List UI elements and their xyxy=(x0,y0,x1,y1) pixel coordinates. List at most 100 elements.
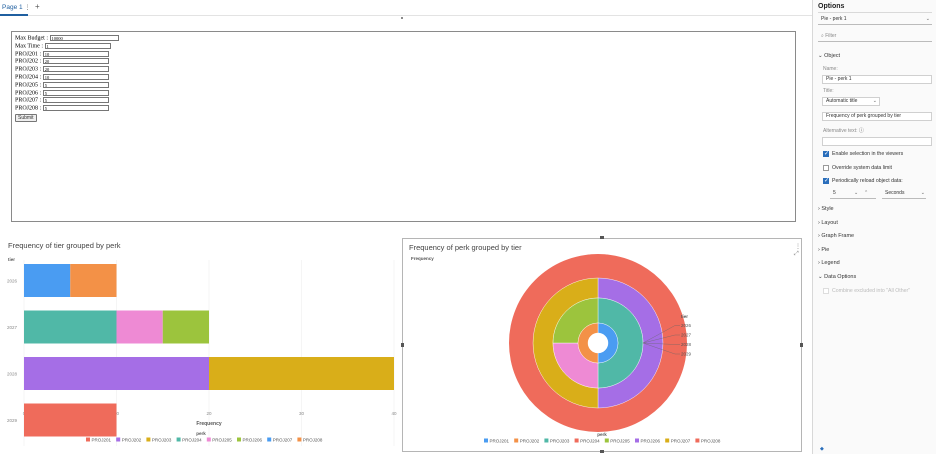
add-page-icon[interactable]: + xyxy=(35,2,40,11)
frame-handle-bottom[interactable] xyxy=(600,450,604,453)
form-field-input[interactable]: 5 xyxy=(42,97,109,104)
name-input[interactable]: Pie - perk 1 xyxy=(822,75,932,84)
alt-text-label-text: Alternative text: xyxy=(823,128,858,134)
search-icon: ⌕ xyxy=(821,33,824,39)
title-label: Title: xyxy=(823,88,834,94)
pie-tier-label: 2026 xyxy=(681,323,692,328)
section-pie[interactable]: › Pie xyxy=(818,246,830,253)
section-object[interactable]: ⌄ Object xyxy=(818,53,841,59)
form-field-input[interactable]: 20 xyxy=(42,58,109,65)
section-label: Style xyxy=(821,206,834,212)
bar-segment[interactable] xyxy=(162,310,209,344)
frame-handle-left[interactable] xyxy=(401,343,404,347)
form-field-input[interactable]: 5 xyxy=(42,105,109,112)
pie-tier-label: 2027 xyxy=(681,333,692,338)
form-row: Max Time : 1 xyxy=(15,42,111,49)
form-field-input[interactable]: 5 xyxy=(42,81,109,88)
tab-menu-icon[interactable]: ⋮ xyxy=(24,4,31,11)
pie-legend-swatch xyxy=(574,438,579,443)
section-graph-frame[interactable]: › Graph Frame xyxy=(818,233,855,239)
form-field-input[interactable]: 10 xyxy=(42,50,109,57)
pie-legend-label[interactable]: PROJ206 xyxy=(641,439,661,444)
pie-legend-label[interactable]: PROJ208 xyxy=(701,439,721,444)
pie-legend-label[interactable]: PROJ205 xyxy=(610,439,630,444)
pie-legend-label[interactable]: PROJ202 xyxy=(520,439,540,444)
bar-segment[interactable] xyxy=(24,264,71,297)
options-divider xyxy=(818,12,932,13)
bar-legend-label[interactable]: PROJ205 xyxy=(212,438,232,443)
section-data-options[interactable]: ⌄ Data Options xyxy=(818,274,857,280)
pie-legend-swatch xyxy=(695,438,700,443)
title-mode-select[interactable]: Automatic title ⌄ xyxy=(822,97,880,106)
bar-segment[interactable] xyxy=(70,264,117,297)
bar-legend-label[interactable]: PROJ208 xyxy=(303,438,323,443)
pie-chart-title: Frequency of perk grouped by tier xyxy=(409,243,522,252)
bar-legend-label[interactable]: PROJ201 xyxy=(92,438,112,443)
chevron-up-icon[interactable]: ⌃ xyxy=(864,190,869,196)
frame-handle-top[interactable] xyxy=(600,236,604,239)
form-row: PROJ202 : 20 xyxy=(15,58,109,65)
pie-legend-label[interactable]: PROJ203 xyxy=(550,439,570,444)
form-field-input[interactable]: 20 xyxy=(42,66,109,73)
pie-legend-swatch xyxy=(604,438,609,443)
combine-checkbox[interactable] xyxy=(823,288,829,294)
form-row: Max Budget : 10000 xyxy=(15,35,119,41)
bar-legend-label[interactable]: PROJ206 xyxy=(243,438,263,443)
bar-legend-swatch xyxy=(267,437,272,442)
submit-button[interactable]: Submit xyxy=(15,114,37,122)
pie-legend-swatch xyxy=(514,438,519,443)
tab-page-1[interactable]: Page 1 ⋮ xyxy=(2,3,31,11)
bar-legend-label[interactable]: PROJ202 xyxy=(122,438,142,443)
bar-legend-label[interactable]: PROJ203 xyxy=(152,438,172,443)
chart-menu-icon[interactable]: ⋮ xyxy=(795,244,801,250)
form-field-input[interactable]: 5 xyxy=(42,89,109,96)
options-title: Options xyxy=(818,3,845,10)
pie-chart[interactable]: tier 2026 2027 2028 2029 perk PROJ201 PROJ202 PR… xyxy=(403,239,801,451)
section-legend[interactable]: › Legend xyxy=(818,260,840,266)
form-field-label: PROJ207 : xyxy=(15,97,42,104)
section-layout[interactable]: › Layout xyxy=(818,219,838,226)
pie-legend-label[interactable]: PROJ204 xyxy=(580,439,600,444)
periodic-reload-checkbox[interactable] xyxy=(823,177,829,184)
alt-text-input[interactable] xyxy=(822,137,932,146)
bar-segment[interactable] xyxy=(24,357,209,390)
resize-handle-top[interactable] xyxy=(401,17,403,19)
bar-segment[interactable] xyxy=(116,310,163,344)
bar-segment[interactable] xyxy=(24,310,117,344)
form-row: PROJ208 : 5 xyxy=(15,105,109,112)
reload-interval-stepper[interactable]: 5 ⌄ ⌃ xyxy=(830,190,876,199)
options-panel: Options Pie - perk 1 ⌄ ⌕ Filter ⌄ Object… xyxy=(812,0,936,454)
form-field-input[interactable]: 1 xyxy=(44,42,111,49)
form-field-label: PROJ204 : xyxy=(15,74,42,81)
pie-legend-label[interactable]: PROJ207 xyxy=(671,439,691,444)
bar-chart[interactable]: tier0102030402026202720282029Frequencype… xyxy=(0,254,400,450)
reload-unit-select[interactable]: Seconds ⌄ xyxy=(882,190,926,199)
bar-legend-label[interactable]: PROJ204 xyxy=(182,438,202,443)
chevron-down-icon: ⌄ xyxy=(925,16,930,22)
form-field-input[interactable]: 10 xyxy=(42,74,109,80)
form-field-input[interactable]: 10000 xyxy=(49,35,119,41)
section-style[interactable]: › Style xyxy=(818,206,834,212)
bar-x-tick: 40 xyxy=(391,411,397,416)
panel-resize-icon[interactable]: ◆ xyxy=(820,446,824,452)
pie-tier-label: 2029 xyxy=(681,352,692,357)
pie-tier-legend-title: tier xyxy=(681,314,688,319)
bar-legend-label[interactable]: PROJ207 xyxy=(273,438,293,443)
chevron-down-icon[interactable]: ⌄ xyxy=(854,190,859,196)
override-limit-checkbox[interactable] xyxy=(823,165,829,171)
expand-icon[interactable]: ⤢ xyxy=(794,251,799,257)
object-selector[interactable]: Pie - perk 1 ⌄ xyxy=(818,16,932,25)
title-input[interactable]: Frequency of perk grouped by tier xyxy=(822,112,932,121)
tab-page-1-label: Page 1 xyxy=(2,4,23,11)
section-data-options-label: Data Options xyxy=(824,274,857,280)
html-form-panel: Max Budget : 10000 Max Time : 1 PROJ201 : … xyxy=(11,31,796,222)
bar-segment[interactable] xyxy=(24,403,117,437)
pie-legend-label[interactable]: PROJ201 xyxy=(490,439,510,444)
bar-segment[interactable] xyxy=(209,357,394,390)
bar-y-tick: 2027 xyxy=(7,325,18,330)
filter-input[interactable]: ⌕ Filter xyxy=(818,33,932,42)
pie-chart-frame[interactable]: Frequency of perk grouped by tier Freque… xyxy=(402,238,802,452)
bar-y-axis-title: tier xyxy=(8,257,15,262)
enable-selection-checkbox[interactable] xyxy=(823,150,829,157)
frame-handle-right[interactable] xyxy=(800,343,803,347)
